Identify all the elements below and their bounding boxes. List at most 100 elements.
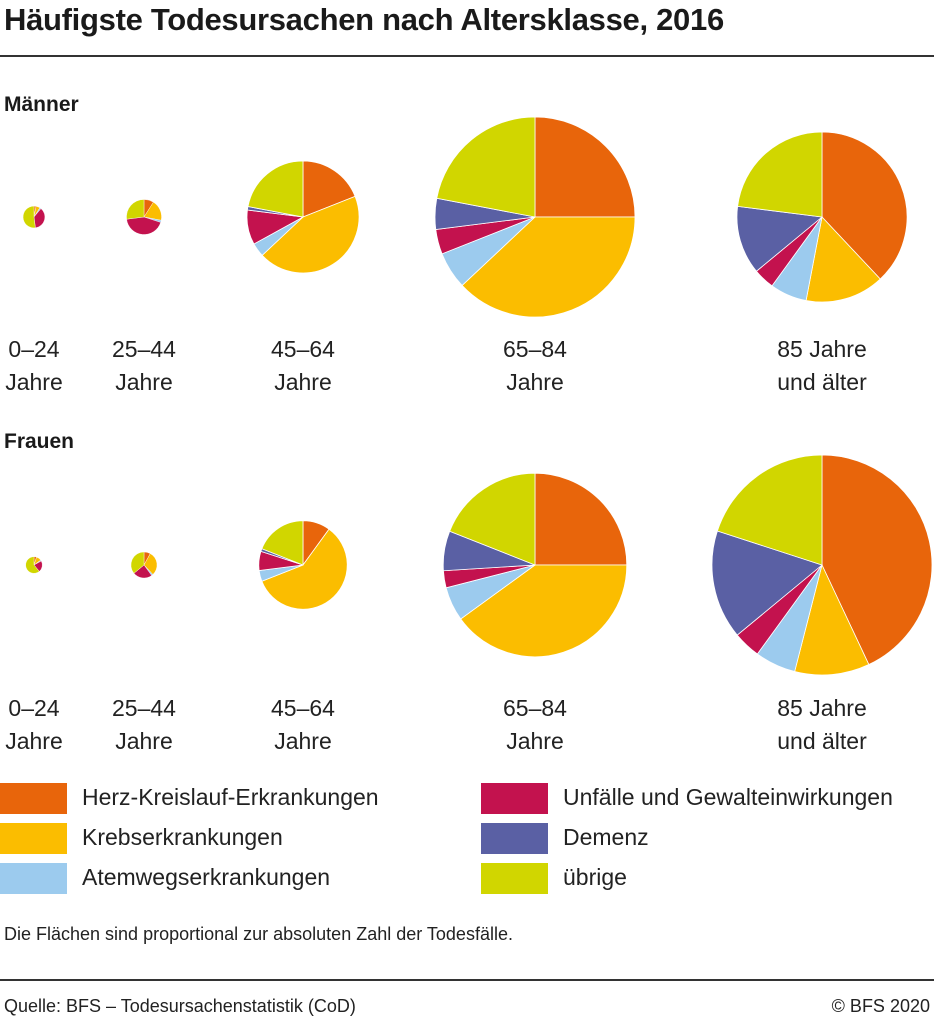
legend-swatch <box>481 783 548 814</box>
pie-slice-herz <box>821 454 933 666</box>
age-group-label-line1: 85 Jahre <box>777 695 867 721</box>
age-group-label-line1: 45–64 <box>271 336 335 362</box>
age-group-label: 0–24 Jahre <box>0 333 124 399</box>
pie-slice-demenz <box>711 530 823 636</box>
pie-slice-unfall <box>258 550 304 571</box>
age-group-label: 45–64 Jahre <box>213 333 393 399</box>
pie-slice-atemweg <box>33 207 42 218</box>
pie-slice-unfall <box>246 209 305 245</box>
age-group-label-line1: 85 Jahre <box>777 336 867 362</box>
age-group-label-line2: Jahre <box>115 728 173 754</box>
pie-slice-atemweg <box>143 564 154 576</box>
age-group-label-line1: 65–84 <box>503 336 567 362</box>
pie-slice-krebs <box>460 564 628 658</box>
legend-swatch <box>0 823 67 854</box>
pie-slice-herz <box>534 116 636 218</box>
age-group-label-line2: Jahre <box>274 369 332 395</box>
pie-slice-krebs <box>461 216 636 318</box>
age-group-label-line2: Jahre <box>115 369 173 395</box>
age-group-label-line2: Jahre <box>5 728 63 754</box>
age-group-label-line2: Jahre <box>506 369 564 395</box>
pie-slice-herz <box>143 199 154 218</box>
pie-slice-uebrige <box>22 205 36 229</box>
pie-slice-krebs <box>33 556 41 566</box>
pie-slice-unfall <box>736 564 823 655</box>
age-group-label: 25–44 Jahre <box>54 333 234 399</box>
legend-label: Atemwegserkrankungen <box>82 864 331 890</box>
age-group-label-line2: Jahre <box>506 728 564 754</box>
pie-slice-herz <box>821 131 908 280</box>
legend-swatch <box>0 863 67 894</box>
age-group-label: 85 Jahre und älter <box>732 692 912 758</box>
pie-slice-unfall <box>133 564 152 579</box>
legend-swatch <box>0 783 67 814</box>
pie-slice-herz <box>143 551 151 566</box>
section-title-frauen: Frauen <box>4 430 75 453</box>
source-text: Quelle: BFS – Todesursachenstatistik (Co… <box>4 996 356 1016</box>
pie-slice-krebs <box>143 553 158 575</box>
pie-slice-atemweg <box>33 559 42 566</box>
pie-slice-krebs <box>794 563 870 676</box>
footnote: Die Flächen sind proportional zur absolu… <box>4 924 513 944</box>
age-group-label-line1: 0–24 <box>8 695 60 721</box>
pie-slice-krebs <box>33 206 41 218</box>
legend-label: Demenz <box>563 824 649 850</box>
pie-slice-demenz <box>260 548 304 566</box>
chart-title: Häufigste Todesursachen nach Altersklass… <box>4 2 724 37</box>
legend-label: Herz-Kreislauf-Erkrankungen <box>82 784 379 810</box>
pie-slice-herz <box>534 472 628 566</box>
pie-slice-uebrige <box>436 116 536 218</box>
pie-slice-atemweg <box>756 564 823 673</box>
legend-label: übrige <box>563 864 627 890</box>
pie-slice-unfall <box>126 216 161 235</box>
pie-slice-krebs <box>261 528 348 610</box>
age-group-label: 0–24 Jahre <box>0 692 124 758</box>
pie-slice-demenz <box>442 530 536 572</box>
pie-slice-unfall <box>443 564 536 589</box>
age-group-label-line1: 65–84 <box>503 695 567 721</box>
pie-slice-atemweg <box>143 216 162 223</box>
pie-slice-atemweg <box>258 564 304 582</box>
pie-slice-uebrige <box>126 199 145 220</box>
pie-slice-demenz <box>736 205 823 272</box>
copyright-text: © BFS 2020 <box>831 996 930 1016</box>
pie-slice-uebrige <box>247 160 304 218</box>
pie-slice-krebs <box>143 201 162 221</box>
age-group-label: 65–84 Jahre <box>445 692 625 758</box>
pie-slice-atemweg <box>441 216 536 287</box>
legend-swatch <box>481 823 548 854</box>
top-rule <box>0 55 934 57</box>
pie-slice-uebrige <box>130 551 145 574</box>
age-group-label-line1: 45–64 <box>271 695 335 721</box>
bottom-rule <box>0 979 934 981</box>
pie-slice-uebrige <box>449 472 536 566</box>
legend-label: Unfälle und Gewalteinwirkungen <box>563 784 893 810</box>
pie-slice-uebrige <box>737 131 823 218</box>
pie-slice-unfall <box>435 216 536 255</box>
legend-label: Krebserkrankungen <box>82 824 283 850</box>
pie-slice-atemweg <box>253 216 304 256</box>
pie-slice-atemweg <box>771 216 823 302</box>
pie-slice-herz <box>302 520 330 567</box>
pie-slice-uebrige <box>716 454 823 566</box>
age-group-label: 85 Jahre und älter <box>732 333 912 399</box>
pie-slice-krebs <box>261 195 360 274</box>
pie-slice-unfall <box>33 560 43 572</box>
legend-swatch <box>481 863 548 894</box>
pie-slice-krebs <box>805 216 881 303</box>
age-group-label: 65–84 Jahre <box>445 333 625 399</box>
section-title-maenner: Männer <box>4 93 79 116</box>
pie-slice-unfall <box>755 216 823 287</box>
pie-slice-demenz <box>434 197 536 230</box>
pie-slice-herz <box>33 556 37 566</box>
pie-slice-unfall <box>33 208 46 229</box>
pie-slice-uebrige <box>25 556 40 574</box>
pie-slice-herz <box>302 160 356 218</box>
age-group-label-line1: 25–44 <box>112 695 176 721</box>
age-group-label-line2: Jahre <box>5 369 63 395</box>
age-group-label-line2: Jahre <box>274 728 332 754</box>
pie-slice-herz <box>33 205 37 218</box>
age-group-label-line1: 0–24 <box>8 336 60 362</box>
pie-slice-atemweg <box>445 564 536 620</box>
age-group-label: 45–64 Jahre <box>213 692 393 758</box>
